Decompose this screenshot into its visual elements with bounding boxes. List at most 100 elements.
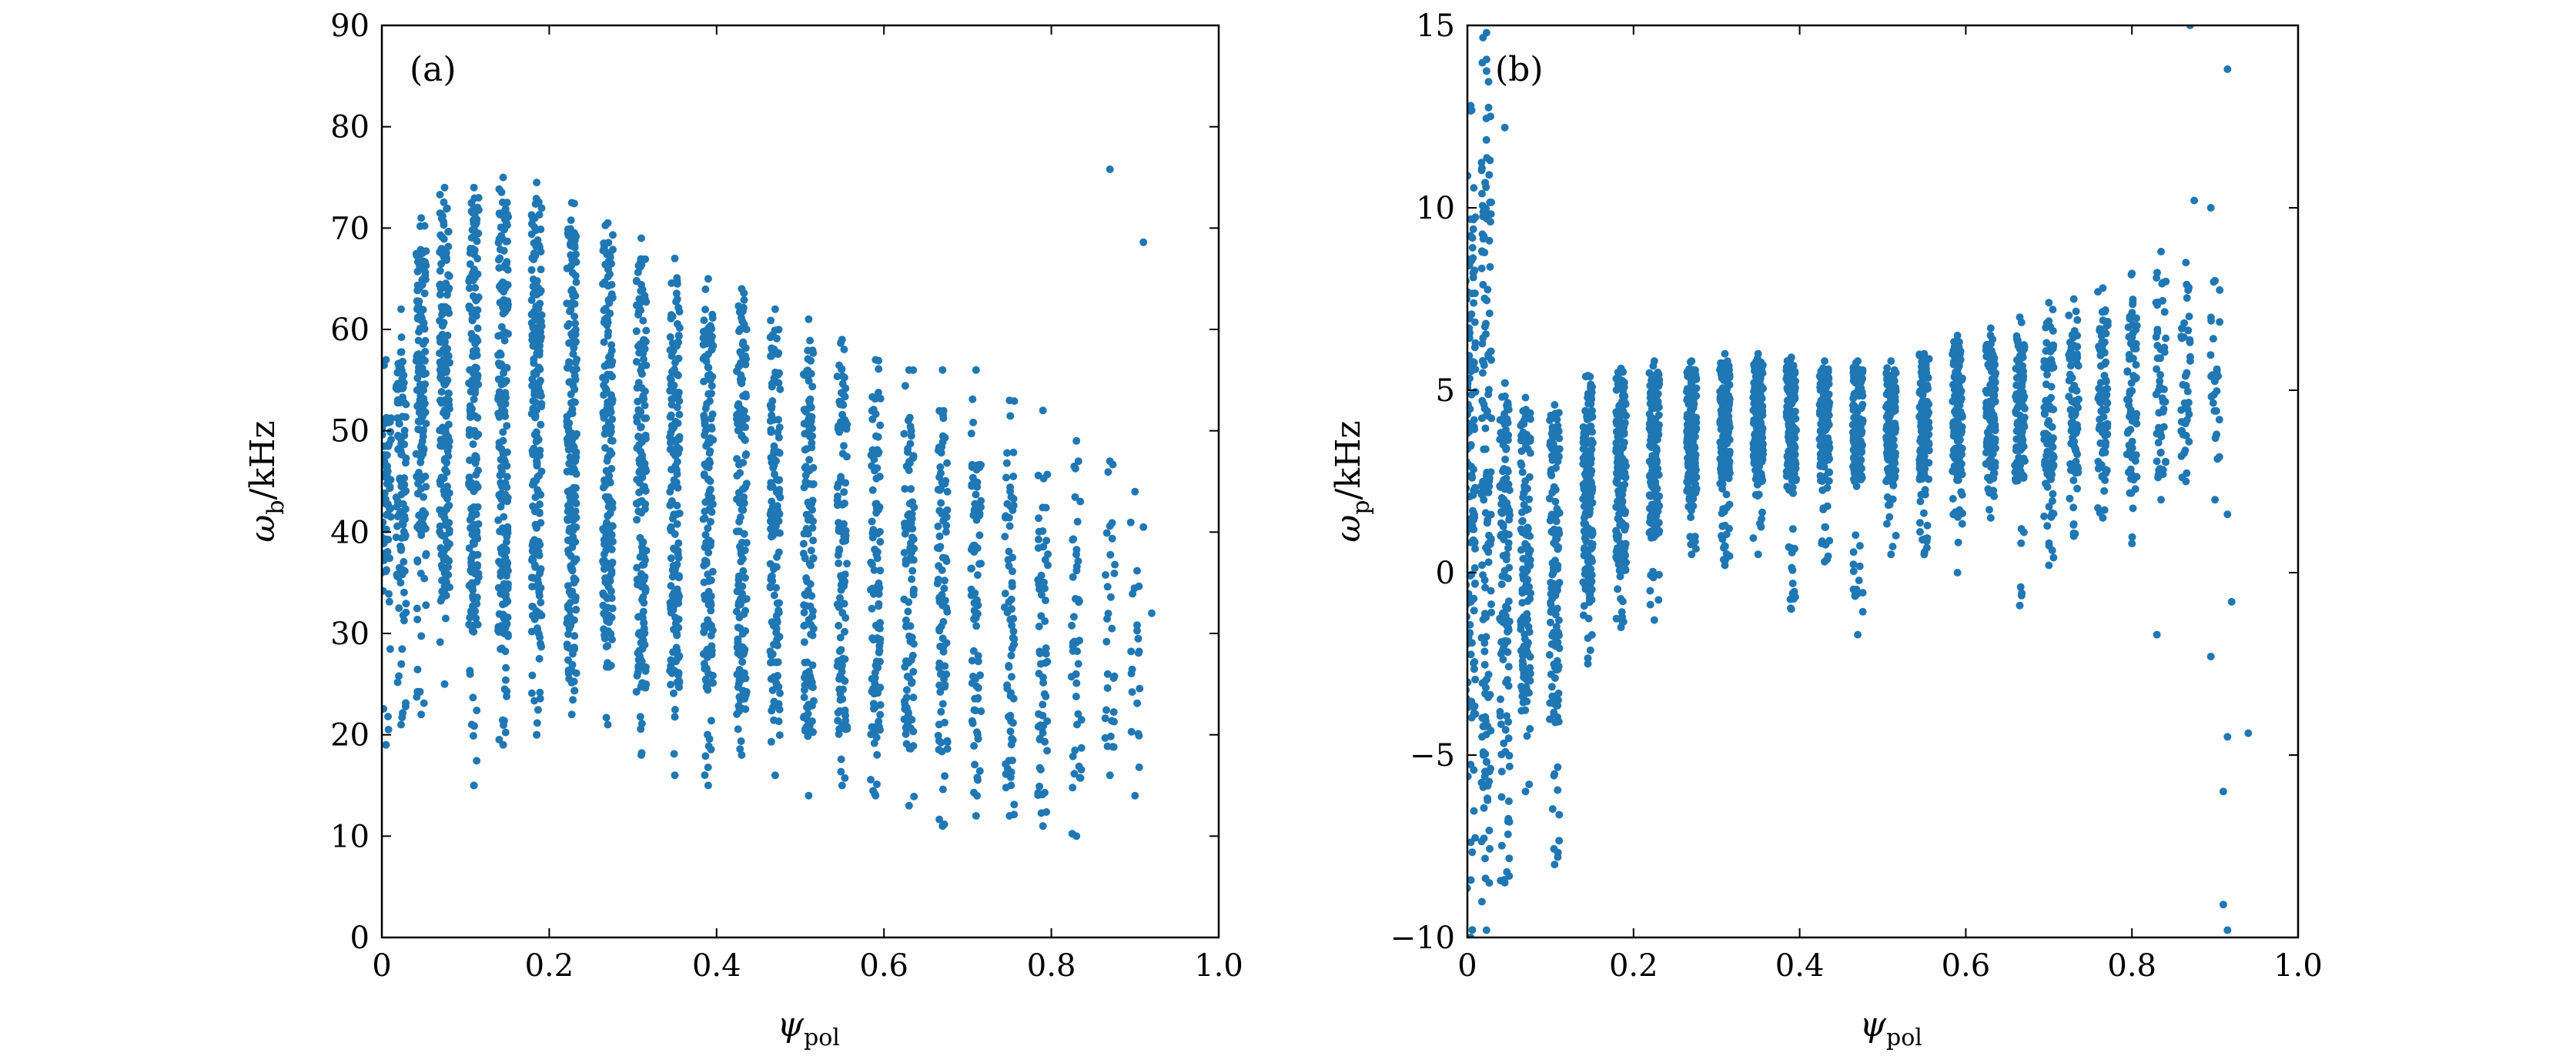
scatter-point [838,500,847,509]
scatter-point [736,624,744,633]
scatter-point [667,680,675,689]
scatter-point [1037,809,1045,817]
scatter-point [674,677,683,685]
scatter-point [1525,780,1534,789]
scatter-point [838,674,846,683]
scatter-point [972,707,979,715]
scatter-point [413,665,422,673]
scatter-point [670,476,678,484]
scatter-point [1009,719,1017,727]
scatter-point [835,725,844,734]
scatter-point [474,430,483,439]
scatter-point [635,459,644,467]
scatter-point [1069,613,1078,621]
scatter-point [396,363,405,372]
scatter-point [837,755,845,764]
scatter-point [902,686,911,694]
scatter-point [1523,732,1531,740]
scatter-point [527,573,536,582]
scatter-point [668,573,677,581]
scatter-point [1505,854,1514,863]
scatter-point [741,694,749,703]
scatter-point [1074,457,1082,466]
scatter-point [1467,581,1470,589]
scatter-point [669,449,677,457]
scatter-point [942,603,951,612]
scatter-point [495,439,503,447]
scatter-point [905,801,913,810]
scatter-point [599,589,607,597]
scatter-point [467,505,476,513]
scatter-point [399,709,407,717]
scatter-point [1547,683,1556,691]
scatter-point [704,275,712,283]
scatter-point [471,570,479,578]
scatter-point [1040,578,1048,586]
scatter-point [533,290,541,299]
scatter-point [1521,787,1530,796]
scatter-point [393,678,402,687]
scatter-point [537,598,545,607]
scatter-point [564,670,573,677]
scatter-point [672,298,681,306]
scatter-point [1552,701,1561,710]
scatter-point [1487,608,1496,617]
scatter-point [768,650,777,658]
scatter-point [841,717,850,725]
scatter-point [799,540,808,548]
scatter-point [1526,409,1534,417]
scatter-point [1477,414,1486,423]
scatter-point [1009,757,1016,764]
scatter-point [470,306,479,315]
scatter-point [573,356,581,363]
scatter-point [1484,103,1493,112]
scatter-point [840,488,848,496]
scatter-point [414,417,423,426]
scatter-point [473,707,481,714]
scatter-point [1521,393,1530,402]
scatter-point [1127,727,1136,736]
scatter-point [398,645,406,653]
scatter-point [531,413,540,422]
scatter-point [444,227,453,236]
panel-label: (a) [410,50,457,89]
scatter-point [801,554,809,563]
scatter-point [439,346,447,354]
scatter-point [906,439,915,448]
scatter-point [527,266,536,274]
scatter-point [707,414,715,423]
scatter-point [637,543,646,551]
scatter-point [1484,353,1493,361]
scatter-point [1484,476,1493,485]
scatter-point [439,376,447,385]
scatter-point [533,730,541,739]
scatter-point [907,426,915,435]
scatter-point [637,423,645,432]
scatter-point [835,559,843,567]
scatter-point [570,558,578,566]
scatter-point [1584,510,1593,519]
scatter-point [1582,478,1591,486]
scatter-point [734,576,743,584]
scatter-point [1518,599,1527,607]
scatter-point [943,745,952,753]
y-axis-label: ωb/kHz [243,420,289,542]
scatter-point [397,333,406,342]
scatter-point [1482,926,1490,934]
scatter-point [637,657,646,666]
scatter-point [1555,509,1564,517]
scatter-point [1585,594,1594,603]
scatter-point [1499,429,1507,437]
scatter-point [1469,269,1477,277]
scatter-point [1615,492,1624,500]
scatter-point [774,416,782,424]
scatter-point [503,363,511,372]
scatter-point [603,456,611,465]
scatter-point [399,383,407,392]
scatter-point [494,359,503,367]
scatter-point [974,657,982,666]
scatter-point [673,274,681,282]
scatter-point [1505,506,1514,515]
scatter-point [1469,225,1477,233]
scatter-point [1068,621,1076,630]
